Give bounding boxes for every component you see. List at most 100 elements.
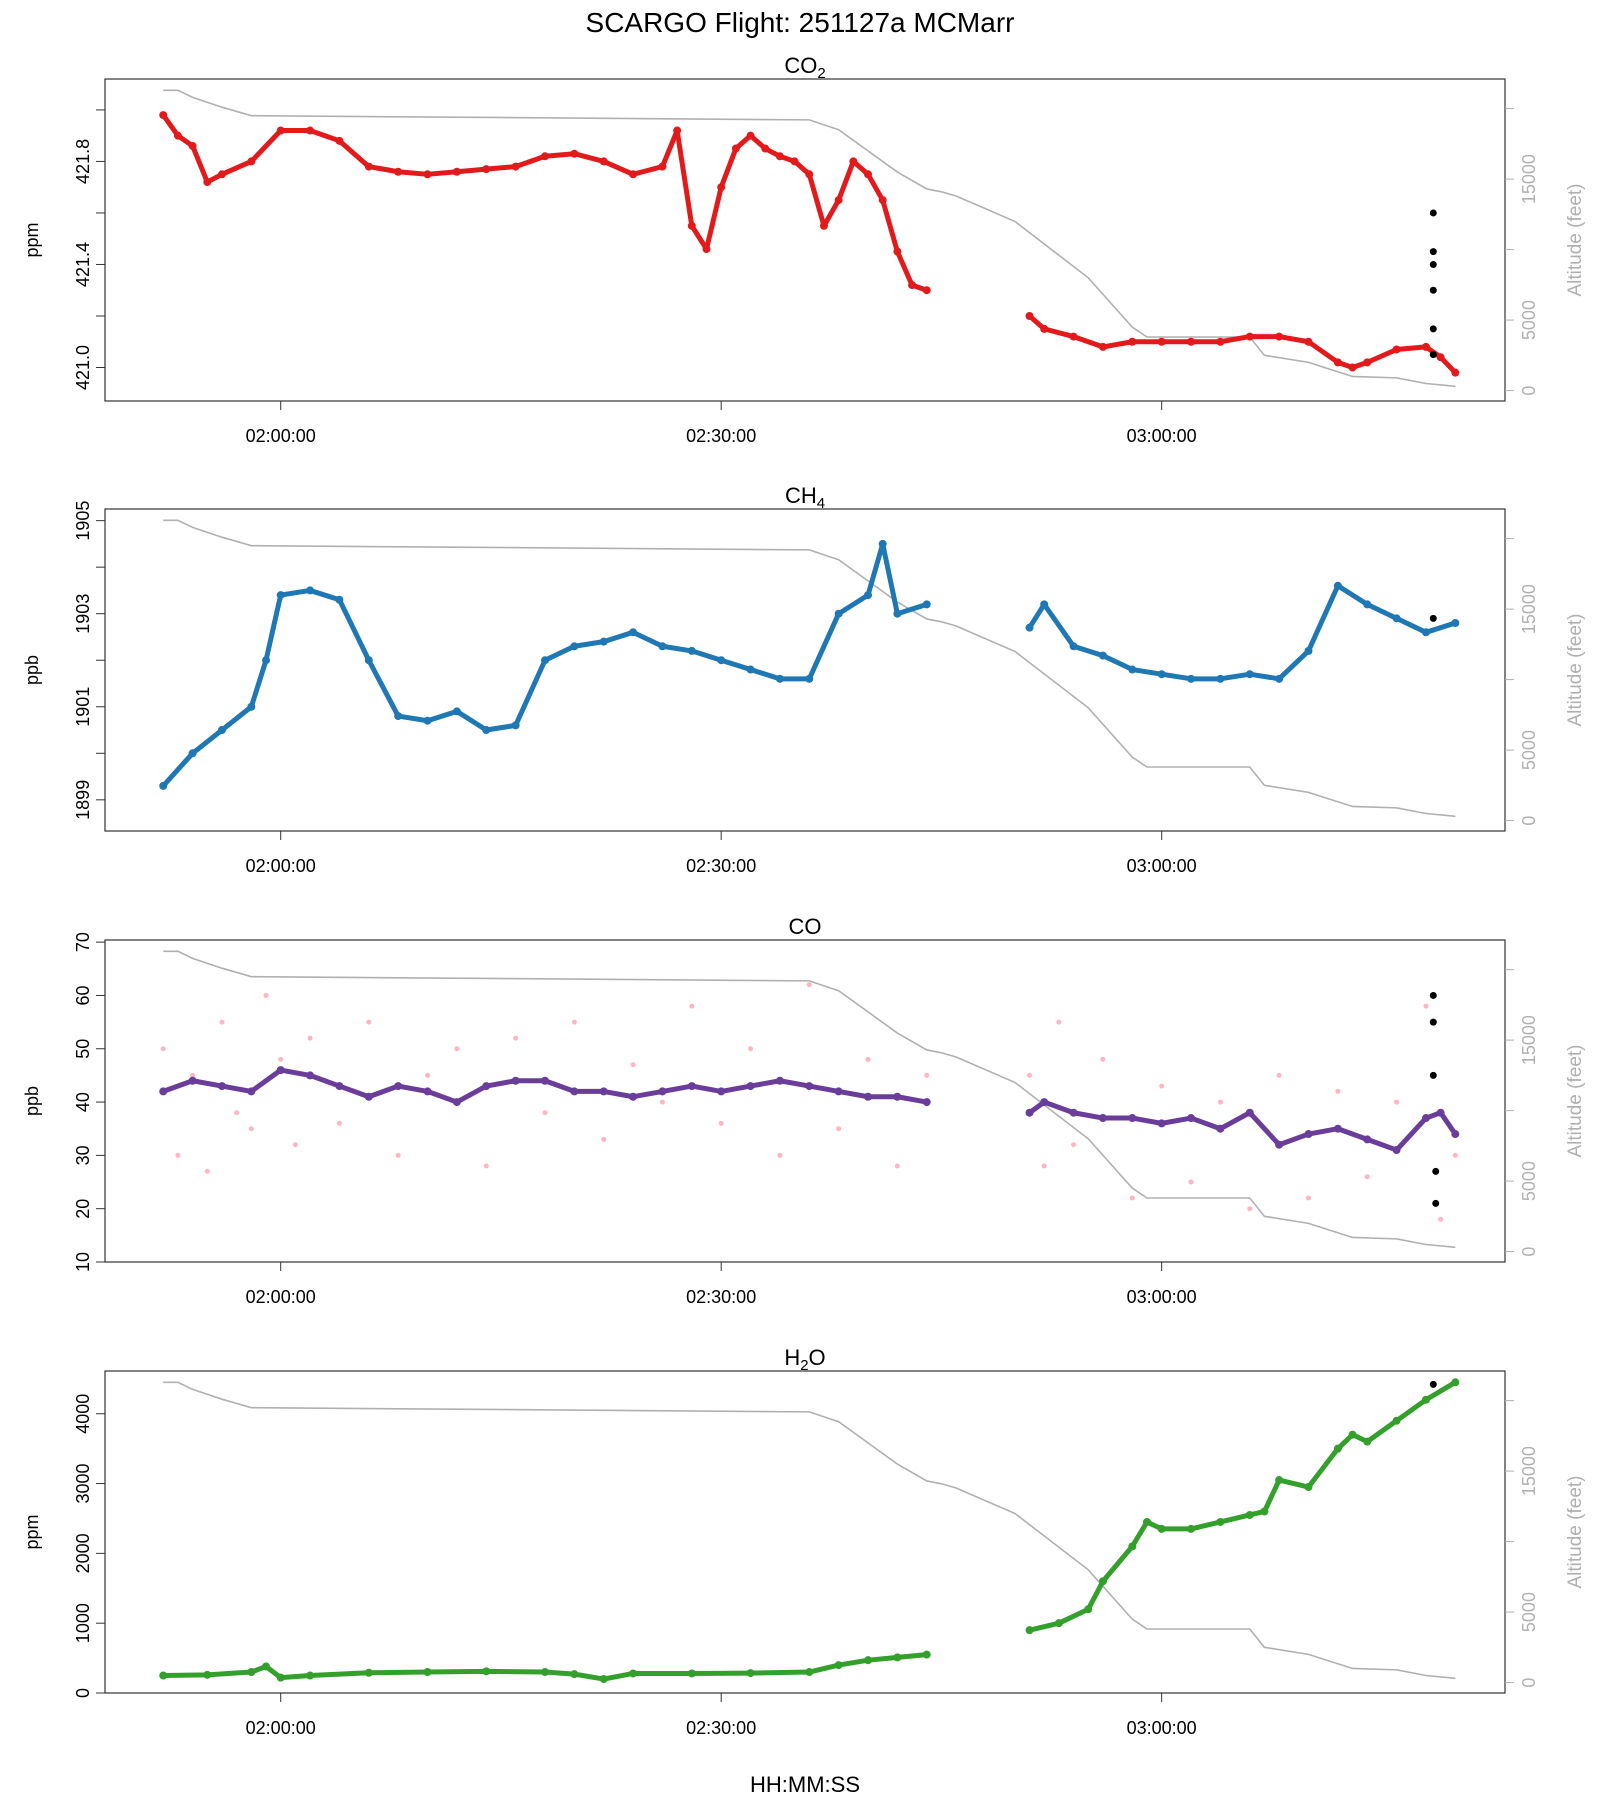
altitude-tick-label: 5000: [1519, 1592, 1539, 1632]
altitude-axis-label: Altitude (feet): [1565, 1476, 1586, 1589]
data-point: [922, 1098, 931, 1107]
x-tick-label: 03:00:00: [1127, 1718, 1197, 1738]
data-point: [1275, 674, 1284, 683]
data-point: [335, 1082, 344, 1091]
raw-point: [1027, 1072, 1033, 1078]
raw-point: [1041, 1163, 1047, 1169]
data-point: [159, 1671, 168, 1680]
series-line: [1028, 1099, 1458, 1153]
y-tick-label: 70: [73, 932, 93, 952]
data-point: [276, 126, 285, 135]
data-point: [1216, 1124, 1225, 1133]
data-point: [834, 609, 843, 618]
data-point: [864, 591, 873, 600]
data-point: [717, 656, 726, 665]
data-point: [188, 749, 197, 758]
data-point: [188, 1076, 197, 1085]
data-point: [1128, 1542, 1137, 1551]
x-tick-label: 02:30:00: [686, 1718, 756, 1738]
panel-title: CO2: [784, 53, 825, 82]
x-tick-label: 02:30:00: [686, 1287, 756, 1307]
data-point: [775, 1076, 784, 1085]
panel-1: CH4 02:00:00 02:30:00 03:00:00 1899 1901 1903 1…: [22, 483, 1586, 876]
data-point: [247, 1668, 256, 1677]
data-point: [247, 1087, 256, 1096]
data-point: [1304, 337, 1313, 346]
x-tick-label: 02:00:00: [246, 1718, 316, 1738]
raw-point: [659, 1099, 665, 1105]
panel-title-subscript: 4: [817, 495, 825, 512]
data-point: [908, 281, 917, 290]
y-axis-label: ppm: [22, 222, 42, 257]
data-point: [1348, 363, 1357, 372]
data-point: [599, 1087, 608, 1096]
data-point: [1245, 332, 1254, 341]
data-point: [570, 1087, 579, 1096]
y-tick-label: 2000: [73, 1533, 93, 1573]
data-point: [878, 539, 887, 548]
panel-title: CH4: [785, 483, 825, 512]
data-point: [673, 126, 682, 135]
data-point: [864, 1656, 873, 1665]
data-point: [922, 1650, 931, 1659]
data-point: [629, 628, 638, 637]
data-point: [1216, 337, 1225, 346]
flagged-point: [1432, 1167, 1440, 1175]
raw-point: [1159, 1083, 1165, 1089]
data-point: [540, 1668, 549, 1677]
data-point: [159, 111, 168, 120]
flagged-point: [1429, 209, 1437, 217]
data-point: [1187, 1524, 1196, 1533]
altitude-axis-label: Altitude (feet): [1565, 614, 1586, 727]
data-point: [364, 162, 373, 171]
data-point: [1436, 1108, 1445, 1117]
altitude-tick-label: 15000: [1519, 1446, 1539, 1496]
data-point: [511, 162, 520, 171]
altitude-tick-label: 15000: [1519, 584, 1539, 634]
raw-point: [1335, 1088, 1341, 1094]
raw-point: [1247, 1206, 1253, 1212]
data-point: [1069, 332, 1078, 341]
y-tick-label: 3000: [73, 1464, 93, 1504]
raw-point: [292, 1142, 298, 1148]
series-line: [161, 541, 928, 788]
raw-point: [366, 1019, 372, 1025]
panel-0: CO2 02:00:00 02:30:00 03:00:00 421.0 421.4 421…: [22, 53, 1586, 446]
data-point: [1128, 337, 1137, 346]
flagged-point: [1429, 1018, 1437, 1026]
data-point: [452, 1098, 461, 1107]
raw-point: [483, 1163, 489, 1169]
data-point: [599, 157, 608, 166]
data-point: [819, 221, 828, 230]
data-point: [922, 600, 931, 609]
data-point: [1245, 1108, 1254, 1117]
y-tick-label: 1903: [73, 594, 93, 634]
data-point: [1421, 628, 1430, 637]
y-tick-label: 60: [73, 985, 93, 1005]
data-point: [1040, 324, 1049, 333]
data-point: [1157, 670, 1166, 679]
raw-point: [278, 1056, 284, 1062]
raw-point: [425, 1072, 431, 1078]
x-tick-label: 02:30:00: [686, 856, 756, 876]
plot-frame: [104, 78, 1506, 402]
raw-point: [689, 1003, 695, 1009]
raw-point: [1217, 1099, 1223, 1105]
data-point: [203, 178, 212, 187]
data-point: [1187, 1114, 1196, 1123]
data-point: [482, 726, 491, 735]
data-point: [247, 702, 256, 711]
data-point: [1451, 619, 1460, 628]
data-point: [1216, 674, 1225, 683]
altitude-tick-label: 0: [1519, 386, 1539, 396]
raw-point: [1100, 1056, 1106, 1062]
data-point: [805, 170, 814, 179]
data-point: [1392, 1416, 1401, 1425]
data-point: [1363, 358, 1372, 367]
flagged-point: [1429, 286, 1437, 294]
data-point: [482, 1667, 491, 1676]
data-point: [1128, 1114, 1137, 1123]
x-tick-label: 02:30:00: [686, 426, 756, 446]
data-point: [834, 1087, 843, 1096]
